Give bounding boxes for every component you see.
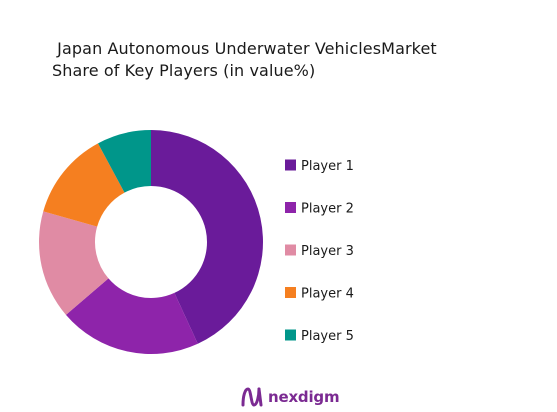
- legend-label-player-1: Player 1: [301, 159, 354, 174]
- brand-name: nexdigm: [268, 388, 340, 406]
- legend-swatch-player-4: [285, 287, 296, 298]
- brand-logo: nexdigm: [240, 386, 340, 408]
- legend-swatch-player-3: [285, 244, 296, 256]
- slice-player-1: [151, 130, 264, 344]
- chart-title: Japan Autonomous Underwater VehiclesMark…: [52, 38, 492, 82]
- slice-player-3: [38, 211, 109, 315]
- donut-chart: Player 1 Player 2 Player 3 Player 4 Player 5: [38, 130, 354, 355]
- slice-player-4: [43, 143, 125, 227]
- donut-slices: [38, 130, 264, 355]
- slice-player-5: [98, 130, 151, 193]
- chart-title-line-1: Japan Autonomous Underwater VehiclesMark…: [52, 39, 437, 58]
- legend-label-player-5: Player 5: [301, 329, 354, 344]
- legend-swatch-player-5: [285, 329, 296, 341]
- nexdigm-logo-icon: [241, 387, 263, 407]
- legend-swatch-player-1: [285, 159, 296, 171]
- legend-label-player-2: Player 2: [301, 202, 354, 217]
- legend-label-player-3: Player 3: [301, 244, 354, 259]
- chart-legend: Player 1 Player 2 Player 3 Player 4 Player 5: [285, 159, 354, 344]
- slice-player-2: [65, 278, 198, 355]
- chart-title-line-2: Share of Key Players (in value%): [52, 61, 316, 80]
- legend-swatch-player-2: [285, 202, 296, 213]
- legend-label-player-4: Player 4: [301, 287, 354, 302]
